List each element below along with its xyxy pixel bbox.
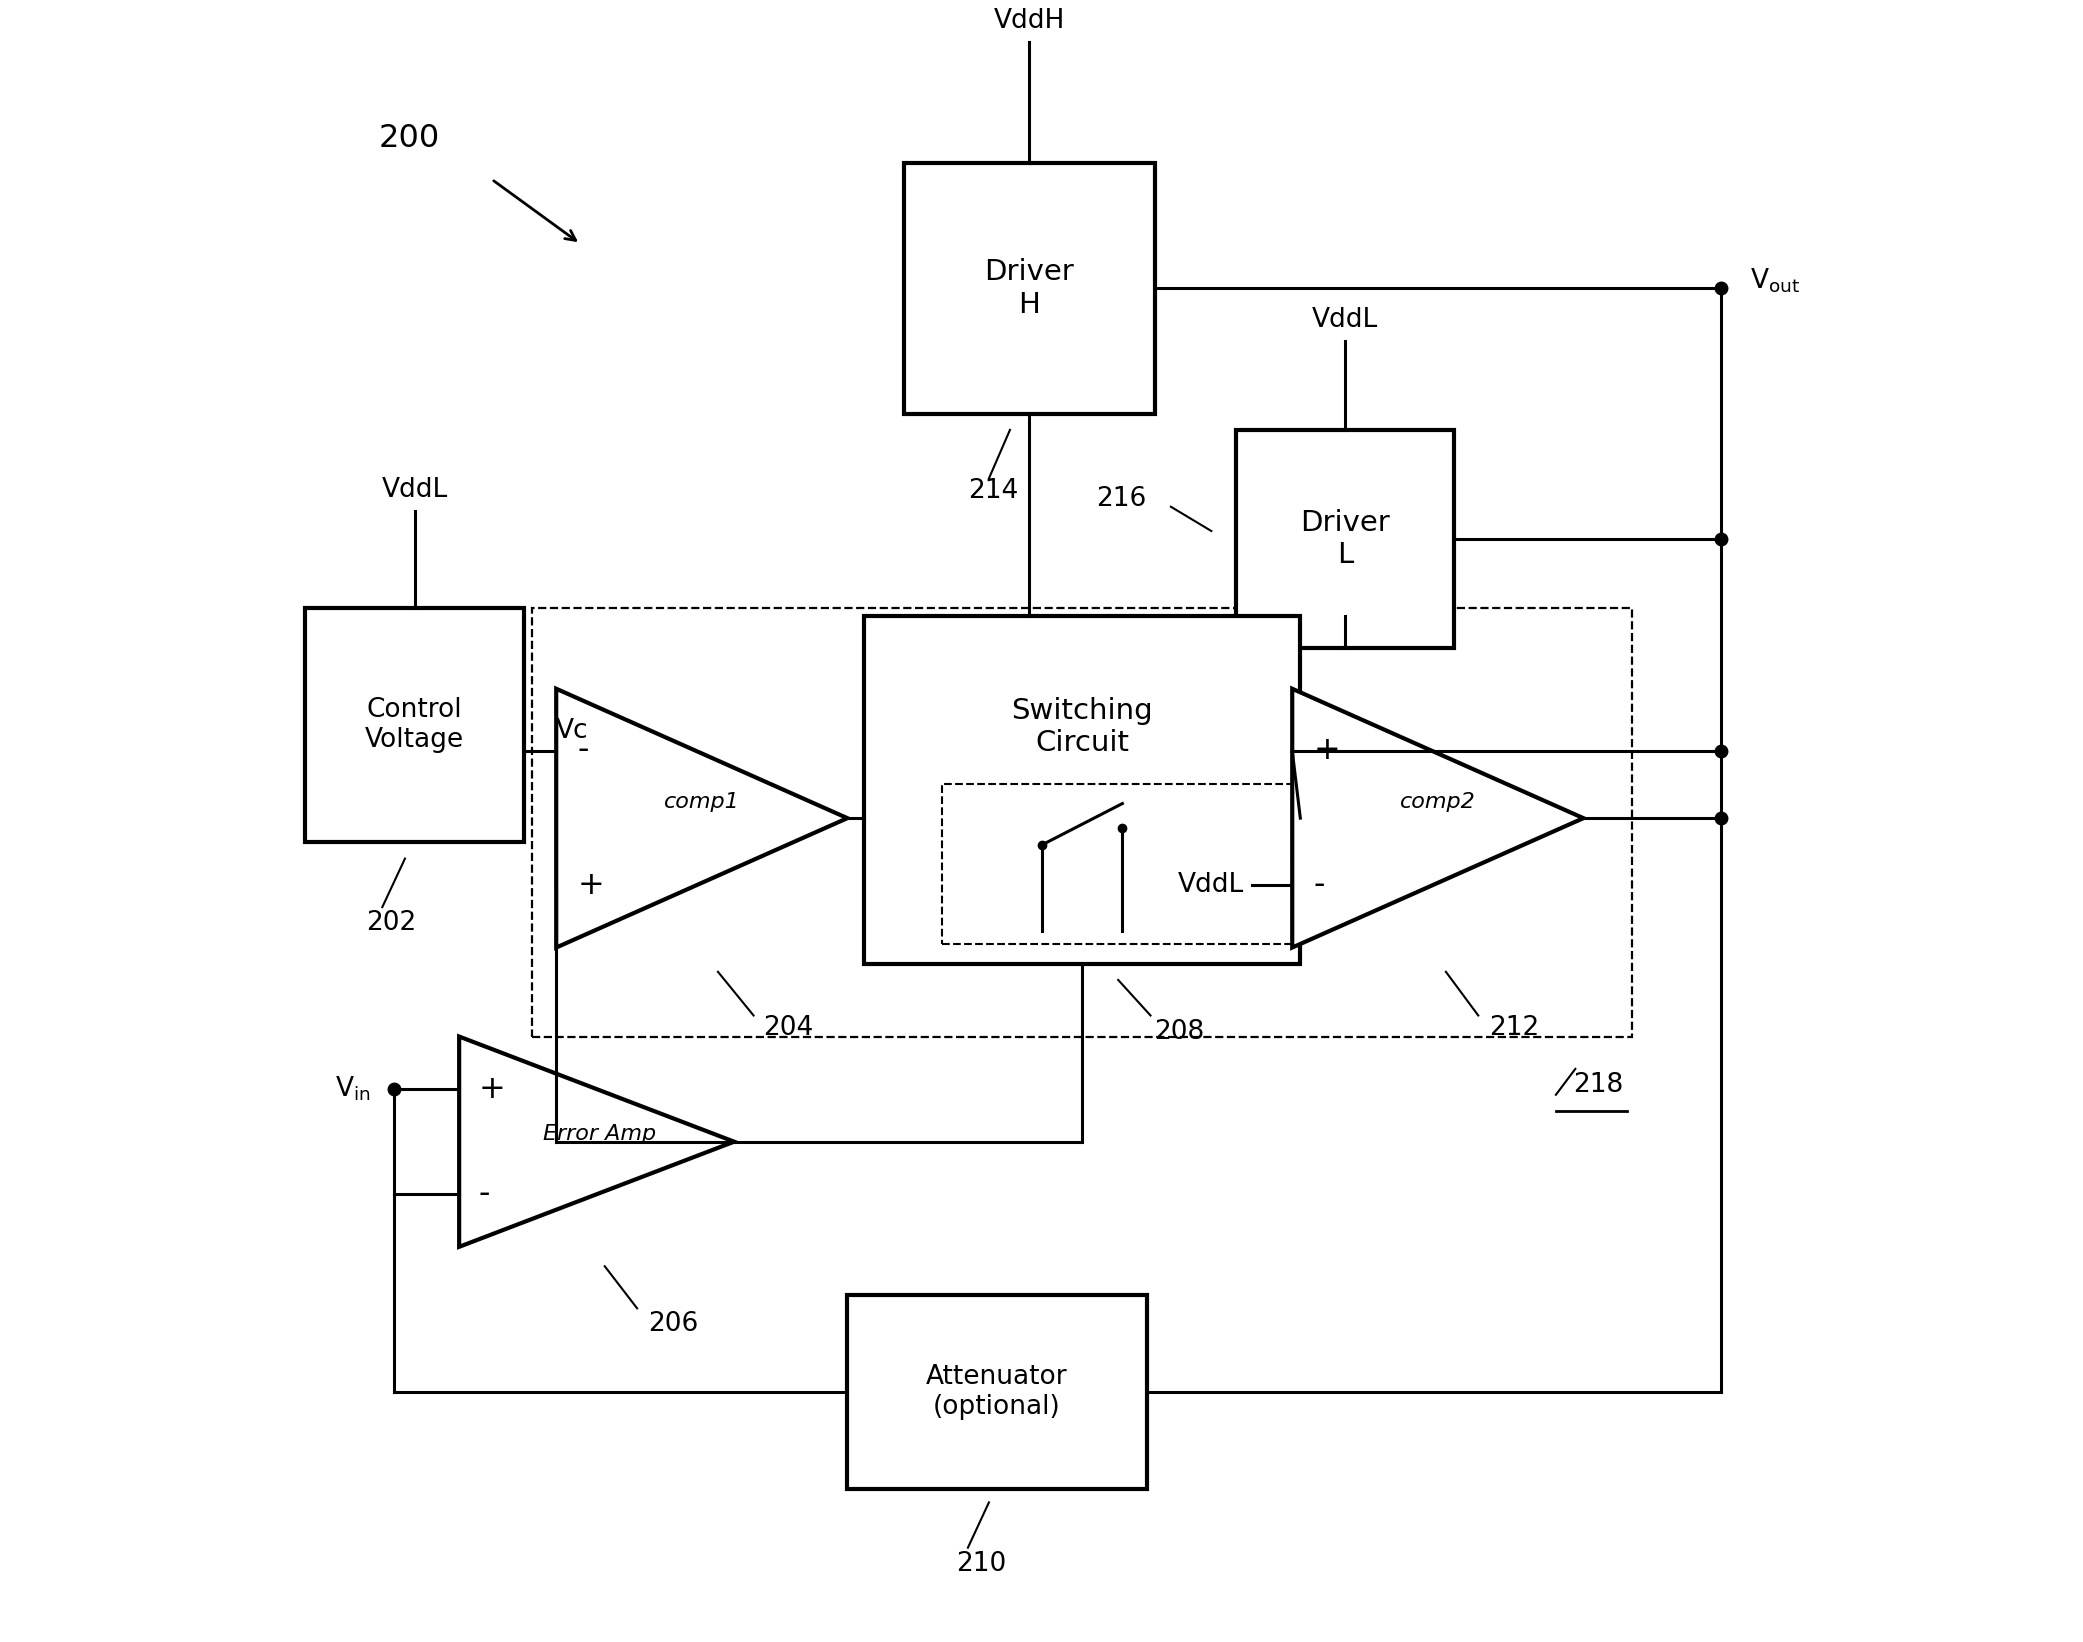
Text: Switching
Circuit: Switching Circuit xyxy=(1010,698,1152,757)
Text: V$_{\rm in}$: V$_{\rm in}$ xyxy=(335,1076,371,1103)
Text: -: - xyxy=(479,1179,490,1210)
Text: VddL: VddL xyxy=(1312,307,1379,333)
Text: 216: 216 xyxy=(1096,486,1146,512)
Text: Control
Voltage: Control Voltage xyxy=(365,698,465,754)
Text: comp2: comp2 xyxy=(1400,791,1475,813)
Bar xyxy=(942,785,1291,944)
Text: -: - xyxy=(577,736,589,767)
Text: VddL: VddL xyxy=(1177,872,1244,898)
Text: comp1: comp1 xyxy=(664,791,739,813)
Text: V$_{\rm out}$: V$_{\rm out}$ xyxy=(1750,266,1800,294)
Text: 204: 204 xyxy=(762,1015,814,1041)
Text: 206: 206 xyxy=(648,1312,698,1338)
Text: VddL: VddL xyxy=(381,476,448,502)
Bar xyxy=(1235,430,1454,649)
Polygon shape xyxy=(458,1036,733,1246)
Text: 212: 212 xyxy=(1489,1015,1539,1041)
Bar xyxy=(848,1296,1146,1489)
Bar xyxy=(306,608,523,842)
Text: 202: 202 xyxy=(367,910,417,936)
Text: Error Amp: Error Amp xyxy=(544,1123,656,1143)
Bar xyxy=(531,608,1631,1036)
Text: 210: 210 xyxy=(956,1552,1006,1576)
Text: 200: 200 xyxy=(379,123,440,154)
Text: 218: 218 xyxy=(1573,1072,1625,1098)
Text: +: + xyxy=(479,1074,506,1105)
Text: +: + xyxy=(1312,736,1339,767)
Text: 208: 208 xyxy=(1154,1018,1204,1044)
Bar xyxy=(864,616,1300,964)
Text: 214: 214 xyxy=(969,478,1019,504)
Text: Attenuator
(optional): Attenuator (optional) xyxy=(927,1365,1069,1420)
Text: Vc: Vc xyxy=(556,719,589,744)
Text: Driver
L: Driver L xyxy=(1300,509,1389,570)
Polygon shape xyxy=(556,688,848,947)
Bar xyxy=(904,163,1154,414)
Text: VddH: VddH xyxy=(994,8,1064,33)
Text: -: - xyxy=(1312,870,1325,901)
Text: +: + xyxy=(577,870,604,901)
Polygon shape xyxy=(1291,688,1583,947)
Text: Driver
H: Driver H xyxy=(985,258,1075,319)
